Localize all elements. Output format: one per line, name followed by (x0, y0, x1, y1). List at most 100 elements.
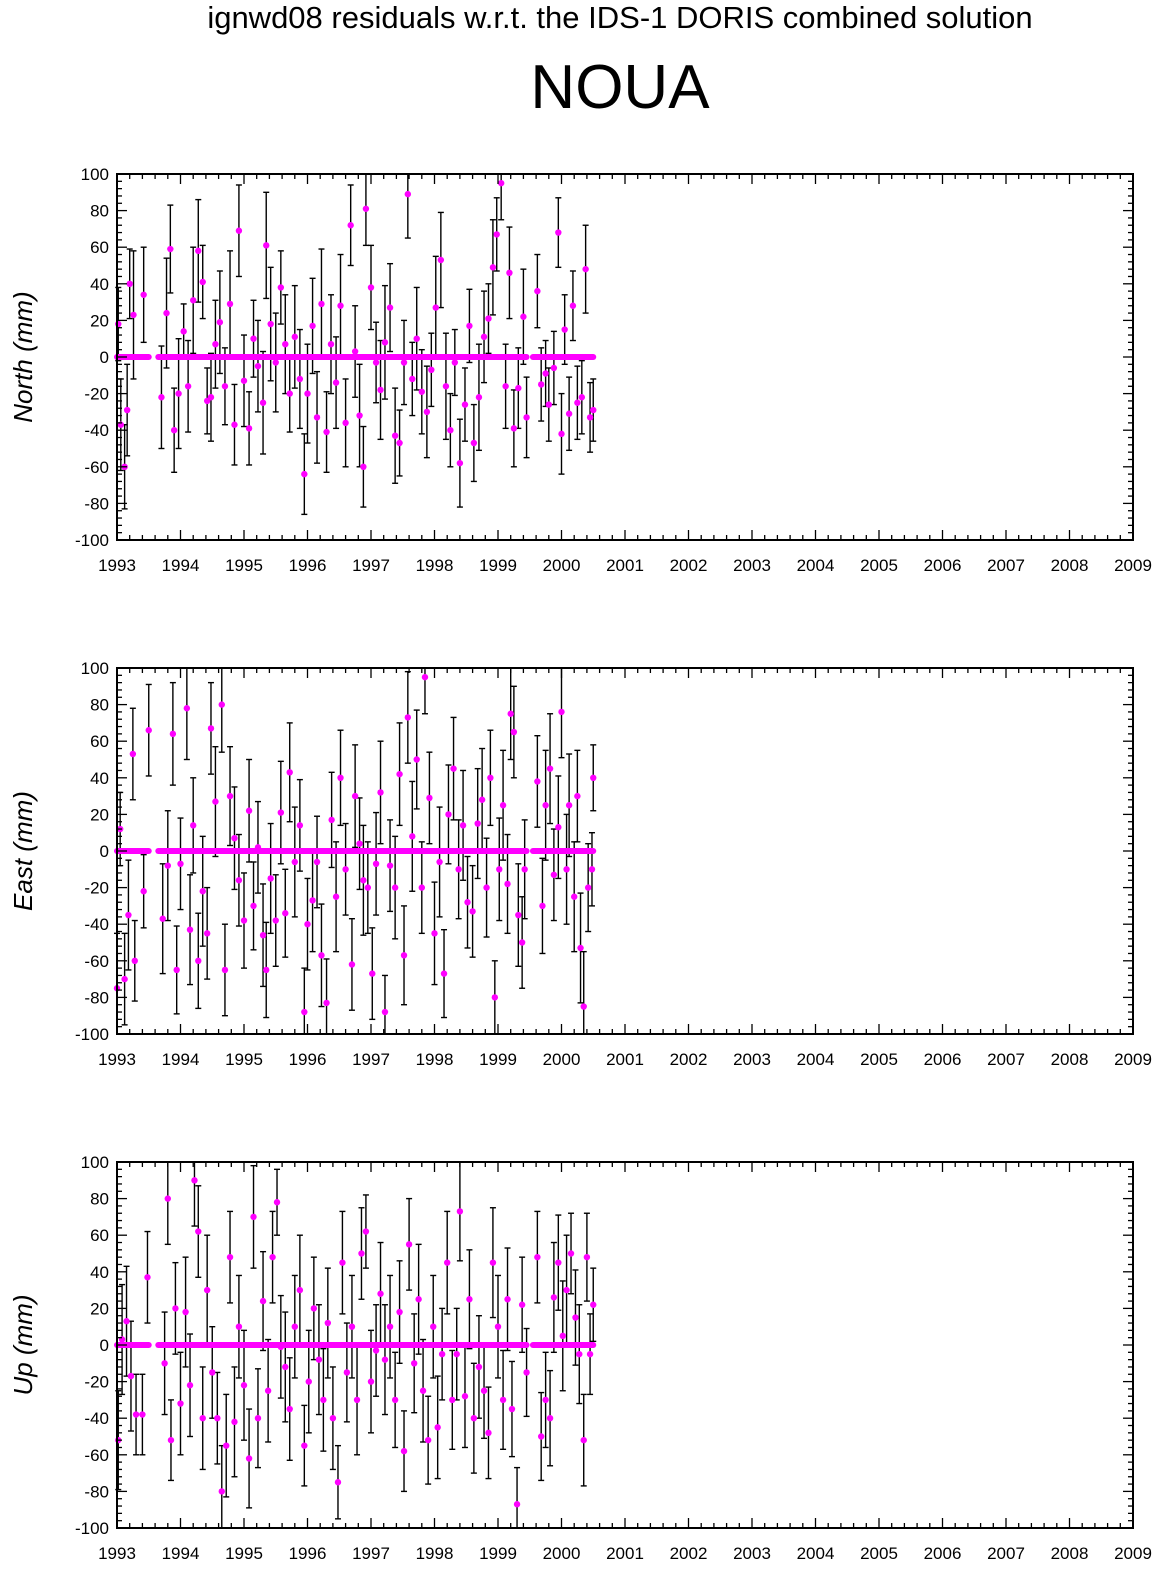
data-point (164, 862, 171, 869)
data-point (286, 390, 293, 397)
data-point (291, 858, 298, 866)
data-point (272, 359, 279, 366)
panel-east: 100 80 60 40 20 0 -20 -40 -60 -80 -100 1993 1994 1995… (8, 659, 1152, 1069)
data-point (510, 728, 518, 736)
data-point (440, 970, 448, 977)
data-point (404, 190, 412, 198)
data-point (159, 915, 166, 922)
data-point (572, 1314, 579, 1321)
data-point (353, 1396, 361, 1404)
y-axis-title: East (mm) (8, 791, 38, 911)
data-point (231, 421, 238, 428)
x-tick-label: 1994 (162, 1050, 200, 1069)
data-point (254, 844, 262, 851)
data-point (396, 1308, 403, 1316)
data-point (158, 394, 165, 401)
data-point (175, 390, 182, 397)
data-point (464, 899, 471, 906)
data-point (496, 866, 503, 873)
data-point (140, 888, 147, 895)
data-point (483, 884, 490, 891)
data-point (123, 406, 131, 414)
data-point (478, 796, 486, 803)
x-tick-label: 1996 (289, 1050, 327, 1069)
x-tick-label: 2009 (1114, 1544, 1152, 1563)
data-point (250, 1213, 257, 1221)
y-tick-label: 40 (90, 1263, 109, 1282)
data-point (475, 394, 483, 401)
panel-up: 100 80 60 40 20 0 -20 -40 -60 -80 -100 1993 1994 1995… (8, 1153, 1152, 1563)
data-point (372, 359, 380, 366)
data-point (131, 957, 138, 964)
data-point (172, 1305, 179, 1312)
data-point (170, 427, 178, 434)
data-point (167, 1436, 175, 1444)
data-point (418, 884, 425, 891)
data-point (145, 727, 152, 734)
data-point (214, 1415, 221, 1422)
data-point (456, 1208, 464, 1215)
y-tick-label: -100 (75, 531, 109, 550)
data-point (409, 833, 416, 840)
data-point (386, 304, 394, 311)
data-point (574, 399, 581, 406)
x-tick-label: 1998 (416, 1544, 454, 1563)
data-point (534, 1253, 541, 1261)
data-point (442, 383, 450, 390)
data-point (240, 1382, 248, 1389)
data-point (426, 794, 433, 802)
x-tick-label: 1996 (289, 1544, 327, 1563)
x-tick-label: 1997 (352, 1544, 390, 1563)
data-point (348, 961, 356, 968)
data-point (466, 1296, 473, 1303)
data-point (504, 1296, 511, 1303)
data-point (567, 1250, 575, 1257)
data-point (372, 860, 380, 868)
data-point (377, 386, 384, 394)
data-point (121, 975, 128, 983)
data-point (445, 811, 452, 818)
data-point (259, 931, 267, 939)
x-tick-label: 2001 (606, 556, 644, 575)
data-point (569, 302, 577, 309)
data-point (555, 1259, 562, 1266)
data-point (304, 390, 311, 397)
data-point (561, 326, 568, 333)
data-point (263, 966, 270, 974)
data-point (405, 1241, 413, 1248)
y-tick-label: -20 (84, 1373, 109, 1392)
data-point (332, 379, 340, 386)
data-point (586, 1350, 594, 1358)
data-point (277, 809, 285, 816)
data-point (400, 952, 408, 959)
data-point (396, 770, 403, 778)
data-point (231, 834, 238, 842)
data-point (499, 802, 507, 809)
data-point (301, 1442, 308, 1449)
data-point (267, 320, 274, 328)
data-point (444, 1259, 451, 1266)
data-point (537, 381, 545, 388)
data-point (235, 227, 243, 234)
data-point (226, 1253, 234, 1261)
data-point (487, 774, 494, 781)
data-point (497, 179, 505, 187)
x-tick-label: 2002 (670, 1050, 708, 1069)
data-point (273, 1199, 281, 1206)
data-point (451, 359, 459, 366)
data-point (423, 408, 431, 416)
data-point (209, 1369, 216, 1376)
data-point (123, 1318, 130, 1325)
data-point (282, 1363, 289, 1371)
data-point (542, 1396, 549, 1404)
data-point (245, 807, 253, 814)
y-tick-label: -80 (84, 1482, 109, 1501)
data-point (309, 322, 316, 330)
data-point (508, 1405, 516, 1413)
data-point (161, 1360, 168, 1367)
error-bars (115, 174, 597, 516)
data-point (489, 264, 497, 271)
data-point (515, 384, 522, 392)
data-point (216, 319, 224, 326)
data-point (286, 1405, 293, 1413)
